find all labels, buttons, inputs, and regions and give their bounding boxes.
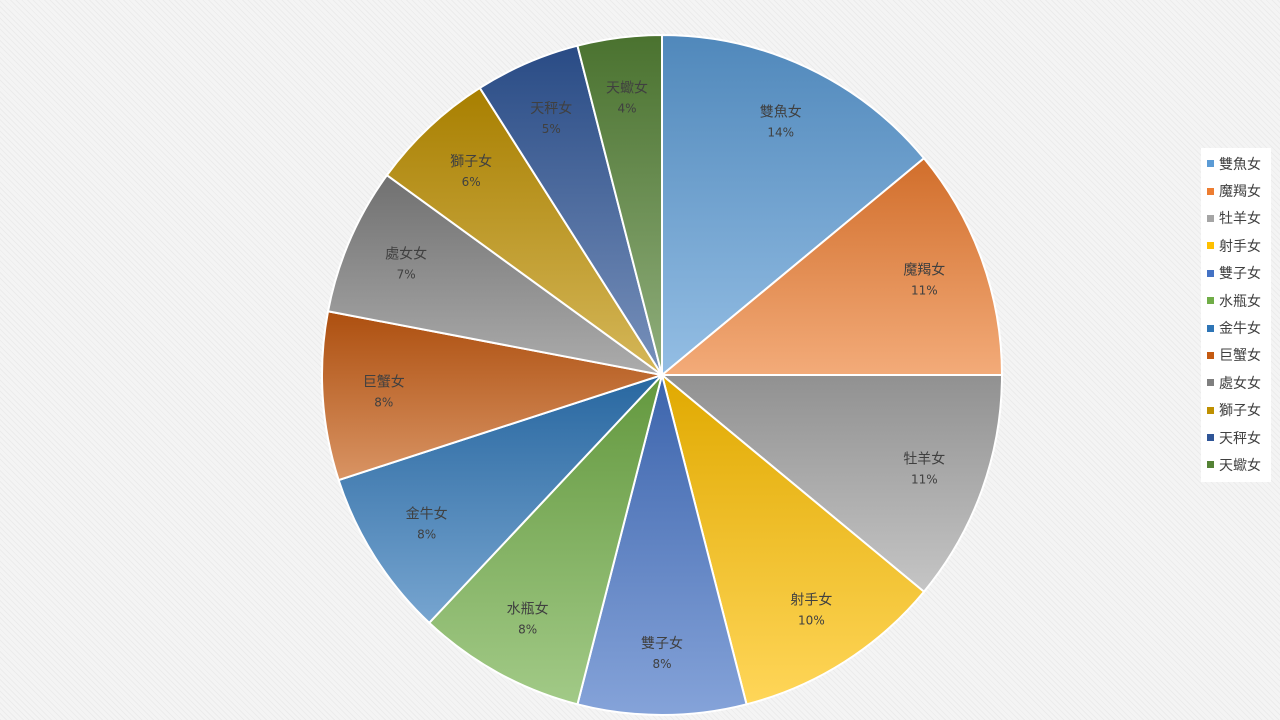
slice-percent-label: 6% bbox=[462, 175, 481, 189]
chart-legend: 雙魚女魔羯女牡羊女射手女雙子女水瓶女金牛女巨蟹女處女女獅子女天秤女天蠍女 bbox=[1201, 148, 1271, 482]
legend-swatch bbox=[1207, 269, 1214, 277]
legend-swatch bbox=[1207, 461, 1214, 469]
slice-percent-label: 4% bbox=[618, 101, 637, 115]
legend-label: 水瓶女 bbox=[1219, 293, 1261, 310]
legend-label: 雙子女 bbox=[1219, 266, 1261, 283]
pie-slice-0 bbox=[661, 33, 926, 378]
slice-percent-label: 14% bbox=[767, 126, 794, 140]
slice-category-label: 牡羊女 bbox=[903, 450, 945, 467]
legend-swatch bbox=[1207, 297, 1214, 305]
slice-category-label: 金牛女 bbox=[406, 505, 448, 522]
pie-slice-9 bbox=[385, 86, 663, 376]
slice-category-label: 水瓶女 bbox=[507, 600, 549, 617]
slice-percent-label: 11% bbox=[911, 284, 938, 298]
pie-slice-3 bbox=[660, 372, 926, 706]
slice-percent-label: 8% bbox=[518, 622, 537, 636]
slice-category-label: 雙子女 bbox=[641, 635, 683, 652]
legend-item: 天蠍女 bbox=[1201, 451, 1271, 478]
legend-item: 獅子女 bbox=[1201, 397, 1271, 424]
slice-category-label: 獅子女 bbox=[450, 153, 492, 170]
legend-item: 處女女 bbox=[1201, 369, 1271, 396]
legend-item: 魔羯女 bbox=[1201, 177, 1271, 204]
slice-percent-label: 8% bbox=[652, 657, 671, 671]
slice-percent-label: 8% bbox=[417, 527, 436, 541]
pie-slices bbox=[321, 33, 1004, 716]
pie-slice-8 bbox=[326, 173, 663, 376]
slice-category-label: 雙魚女 bbox=[760, 104, 802, 121]
pie-slice-5 bbox=[427, 374, 663, 706]
legend-label: 處女女 bbox=[1219, 375, 1261, 392]
legend-swatch bbox=[1207, 242, 1214, 250]
pie-slice-11 bbox=[576, 33, 663, 376]
legend-label: 射手女 bbox=[1219, 238, 1261, 255]
slice-category-label: 天蠍女 bbox=[606, 79, 648, 96]
pie-labels: 雙魚女 14% 魔羯女 11% 牡羊女 11% 射手女 10% 雙子女 8% 水瓶女 8% 金牛女 8% 巨… bbox=[363, 79, 946, 670]
slice-percent-label: 8% bbox=[374, 396, 393, 410]
legend-item: 射手女 bbox=[1201, 232, 1271, 259]
legend-swatch bbox=[1207, 434, 1214, 442]
slice-category-label: 巨蟹女 bbox=[363, 374, 405, 391]
legend-item: 巨蟹女 bbox=[1201, 342, 1271, 369]
legend-item: 天秤女 bbox=[1201, 424, 1271, 451]
slice-percent-label: 11% bbox=[911, 472, 938, 486]
legend-swatch bbox=[1207, 187, 1214, 195]
legend-label: 牡羊女 bbox=[1219, 211, 1261, 228]
legend-label: 魔羯女 bbox=[1219, 184, 1261, 201]
legend-item: 雙魚女 bbox=[1201, 150, 1271, 177]
legend-label: 雙魚女 bbox=[1219, 156, 1261, 173]
legend-item: 金牛女 bbox=[1201, 314, 1271, 341]
slice-percent-label: 7% bbox=[397, 267, 416, 281]
pie-slice-1 bbox=[659, 156, 1004, 376]
slice-percent-label: 5% bbox=[542, 122, 561, 136]
legend-swatch bbox=[1207, 214, 1214, 222]
legend-swatch bbox=[1207, 406, 1214, 414]
slice-category-label: 處女女 bbox=[385, 245, 427, 262]
legend-label: 天秤女 bbox=[1219, 430, 1261, 447]
slice-category-label: 射手女 bbox=[790, 591, 832, 608]
pie-slice-4 bbox=[576, 374, 748, 716]
pie-slice-7 bbox=[321, 310, 663, 482]
legend-label: 巨蟹女 bbox=[1219, 348, 1261, 365]
legend-swatch bbox=[1207, 324, 1214, 332]
slice-category-label: 魔羯女 bbox=[903, 262, 945, 279]
legend-item: 水瓶女 bbox=[1201, 287, 1271, 314]
slice-category-label: 天秤女 bbox=[530, 100, 572, 117]
legend-swatch bbox=[1207, 160, 1214, 168]
pie-slice-6 bbox=[337, 374, 663, 625]
legend-swatch bbox=[1207, 379, 1214, 387]
legend-swatch bbox=[1207, 351, 1214, 359]
slice-percent-label: 10% bbox=[798, 613, 825, 627]
legend-item: 牡羊女 bbox=[1201, 205, 1271, 232]
legend-label: 天蠍女 bbox=[1219, 457, 1261, 474]
legend-label: 獅子女 bbox=[1219, 403, 1261, 420]
legend-label: 金牛女 bbox=[1219, 321, 1261, 338]
legend-item: 雙子女 bbox=[1201, 260, 1271, 287]
pie-slice-2 bbox=[659, 374, 1004, 594]
